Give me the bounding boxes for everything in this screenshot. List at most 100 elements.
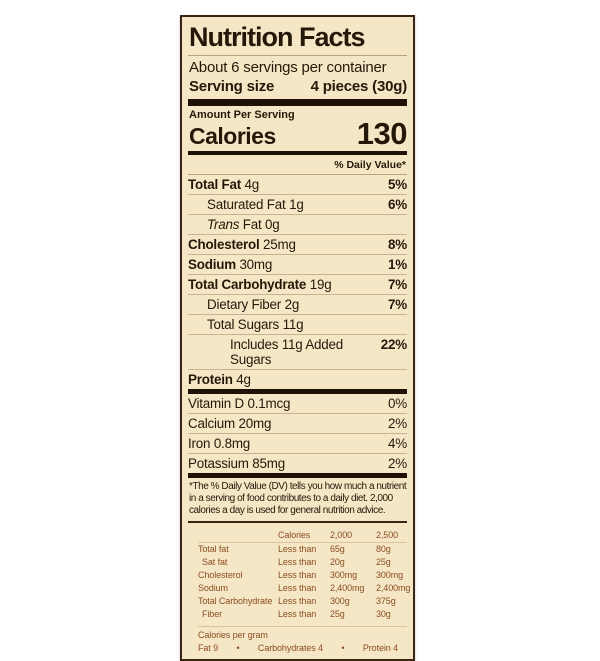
nutrient-row-saturated-fat: Saturated Fat 1g 6% [188,195,407,215]
nutrient-row-sodium: Sodium 30mg 1% [188,255,407,275]
reference-table-row: Sat fat Less than 20g 25g [198,556,407,569]
reference-table-row: Total fat Less than 65g 80g [198,543,407,556]
thick-divider [188,388,407,394]
ref-cell: Less than [278,569,317,580]
calories-label: Calories [189,122,276,149]
nutrient-row-total-fat: Total Fat 4g 5% [188,175,407,195]
serving-size-label: Serving size [189,78,275,96]
vitamin-name: Potassium [188,455,249,471]
daily-value-header: % Daily Value* [188,155,407,175]
ref-cell: Less than [278,556,317,567]
nutrient-name: Total Sugars [207,316,280,332]
calories-per-gram-values: Fat 9 • Carbohydrates 4 • Protein 4 [198,643,398,655]
vitamin-dv: 2% [388,455,407,471]
reference-table-header: Calories 2,000 2,500 [198,529,407,543]
ref-header-cell: 2,000 [330,529,353,540]
nutrient-row-protein: Protein 4g [188,370,407,389]
calories-value: 130 [356,116,408,152]
nutrient-name: Fat [242,216,262,232]
ref-cell: 300mg [376,569,404,580]
ref-cell: Total fat [198,543,229,554]
nutrient-name-italic: Trans [207,216,240,232]
thick-divider [188,472,407,478]
calories-row: Calories 130 [188,116,408,152]
vitamin-amount: 0.8mg [213,435,251,451]
reference-table-row: Sodium Less than 2,400mg 2,400mg [198,582,411,595]
vitamin-row-potassium: Potassium 85mg 2% [188,454,407,473]
nutrient-name: Protein [188,371,233,387]
nutrient-dv: 1% [388,256,407,272]
ref-cell: 20g [330,556,345,567]
nutrition-facts-label: Nutrition Facts About 6 servings per con… [180,15,415,661]
nutrient-name: Cholesterol [188,236,260,252]
ref-cell: Less than [278,543,317,554]
nutrient-dv: 6% [388,196,407,212]
ref-header-cell: Calories [278,529,311,540]
amount-per-serving-label: Amount Per Serving [189,109,295,122]
nutrient-amount: 25mg [263,236,296,252]
nutrient-amount: 0g [265,216,280,232]
vitamin-dv: 2% [388,415,407,431]
ref-cell: Total Carbohydrate [198,595,273,606]
serving-size-value: 4 pieces (30g) [310,78,408,96]
ref-cell: Fiber [202,608,223,619]
ref-header-cell: 2,500 [376,529,399,540]
serving-size-row: Serving size 4 pieces (30g) [188,77,407,99]
vitamin-amount: 20mg [238,415,272,431]
nutrient-row-dietary-fiber: Dietary Fiber 2g 7% [188,295,407,315]
ref-cell: 2,400mg [376,582,411,593]
bullet-separator: • [341,643,345,654]
nutrient-name: Total Carbohydrate [188,276,307,292]
calories-per-gram-title: Calories per gram [198,630,268,641]
reference-table-row: Total Carbohydrate Less than 300g 375g [198,595,407,608]
medium-divider [188,150,407,155]
reference-table: Calories 2,000 2,500 Total fat Less than… [198,529,411,621]
vitamin-amount: 0.1mcg [247,395,291,411]
ref-header-cell [198,529,278,542]
nutrient-name: Saturated Fat [207,196,286,212]
nutrient-name: Total Fat [188,176,241,192]
nutrient-name: Includes 11g Added Sugars [230,336,344,367]
vitamin-dv: 4% [388,435,407,451]
ref-cell: 25g [376,556,391,567]
vitamin-dv: 0% [388,395,407,411]
nutrient-amount: 4g [236,371,251,387]
cpg-fat: Fat 9 [198,643,219,654]
ref-cell: 375g [376,595,396,606]
cpg-protein: Protein 4 [362,643,398,654]
nutrient-amount: 2g [284,296,300,312]
nutrient-amount: 11g [282,316,304,332]
vitamin-amount: 85mg [252,455,285,471]
nutrient-name: Sodium [188,256,236,272]
vitamin-name: Calcium [188,415,235,431]
nutrient-dv: 5% [388,176,407,192]
nutrient-dv: 7% [388,276,407,292]
reference-table-row: Cholesterol Less than 300mg 300mg [198,569,407,582]
ref-cell: 80g [376,543,391,554]
nutrient-dv: 22% [380,336,407,352]
ref-cell: 2,400mg [330,582,365,593]
ref-cell: Less than [278,595,317,606]
nutrient-row-total-sugars: Total Sugars 11g [188,315,407,335]
nutrient-amount: 19g [309,276,332,292]
nutrient-amount: 30mg [239,256,273,272]
vitamin-row-vitamin-d: Vitamin D 0.1mcg 0% [188,394,407,414]
ref-cell: Sodium [198,582,228,593]
nutrient-row-added-sugars: Includes 11g Added Sugars 22% [188,335,407,370]
reference-table-row: Fiber Less than 25g 30g [198,608,407,621]
vitamin-row-calcium: Calcium 20mg 2% [188,414,407,434]
nutrient-row-total-carbohydrate: Total Carbohydrate 19g 7% [188,275,407,295]
ref-cell: Less than [278,608,317,619]
ref-cell: Cholesterol [198,569,243,580]
vitamin-row-iron: Iron 0.8mg 4% [188,434,407,454]
ref-cell: Sat fat [202,556,228,567]
ref-cell: Less than [278,582,317,593]
bullet-separator: • [236,643,240,654]
ref-cell: 300g [330,595,350,606]
nutrient-dv: 8% [388,236,407,252]
ref-cell: 65g [330,543,345,554]
ref-cell: 25g [330,608,345,619]
cpg-carbohydrates: Carbohydrates 4 [257,643,323,654]
nutrient-name: Dietary Fiber [207,296,282,312]
nutrient-row-cholesterol: Cholesterol 25mg 8% [188,235,407,255]
